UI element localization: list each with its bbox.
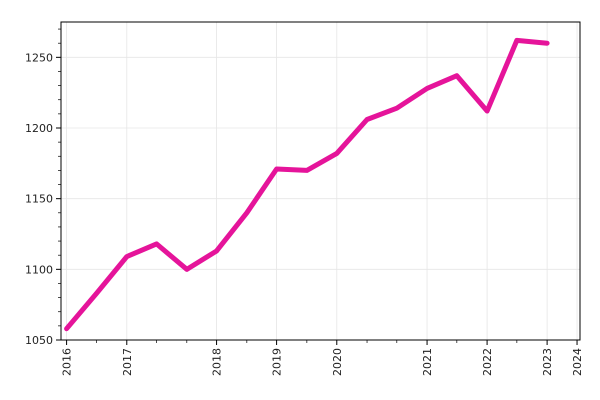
y-tick-label: 1050 — [25, 334, 53, 347]
x-axis: 2016 2017 2018 2019 2020 2021 2022 2023 2024 — [61, 340, 584, 376]
series-line — [64, 37, 550, 332]
x-tick-label: 2023 — [541, 348, 554, 376]
y-tick-label: 1150 — [25, 193, 53, 206]
y-tick-label: 1200 — [25, 122, 53, 135]
x-tick-label: 2016 — [61, 348, 74, 376]
y-axis: 1050 1100 1150 1200 1250 — [25, 51, 61, 347]
x-tick-label: 2019 — [271, 348, 284, 376]
x-tick-label: 2021 — [421, 348, 434, 376]
plot-frame — [60, 21, 581, 341]
y-tick-label: 1250 — [25, 51, 53, 64]
x-tick-label: 2022 — [481, 348, 494, 376]
series-layer — [64, 37, 550, 332]
x-tick-label: 2020 — [331, 348, 344, 376]
grid-lines — [61, 22, 580, 341]
x-tick-label: 2024 — [571, 348, 584, 376]
x-tick-label: 2018 — [211, 348, 224, 376]
y-tick-label: 1100 — [25, 263, 53, 276]
x-tick-label: 2017 — [121, 348, 134, 376]
